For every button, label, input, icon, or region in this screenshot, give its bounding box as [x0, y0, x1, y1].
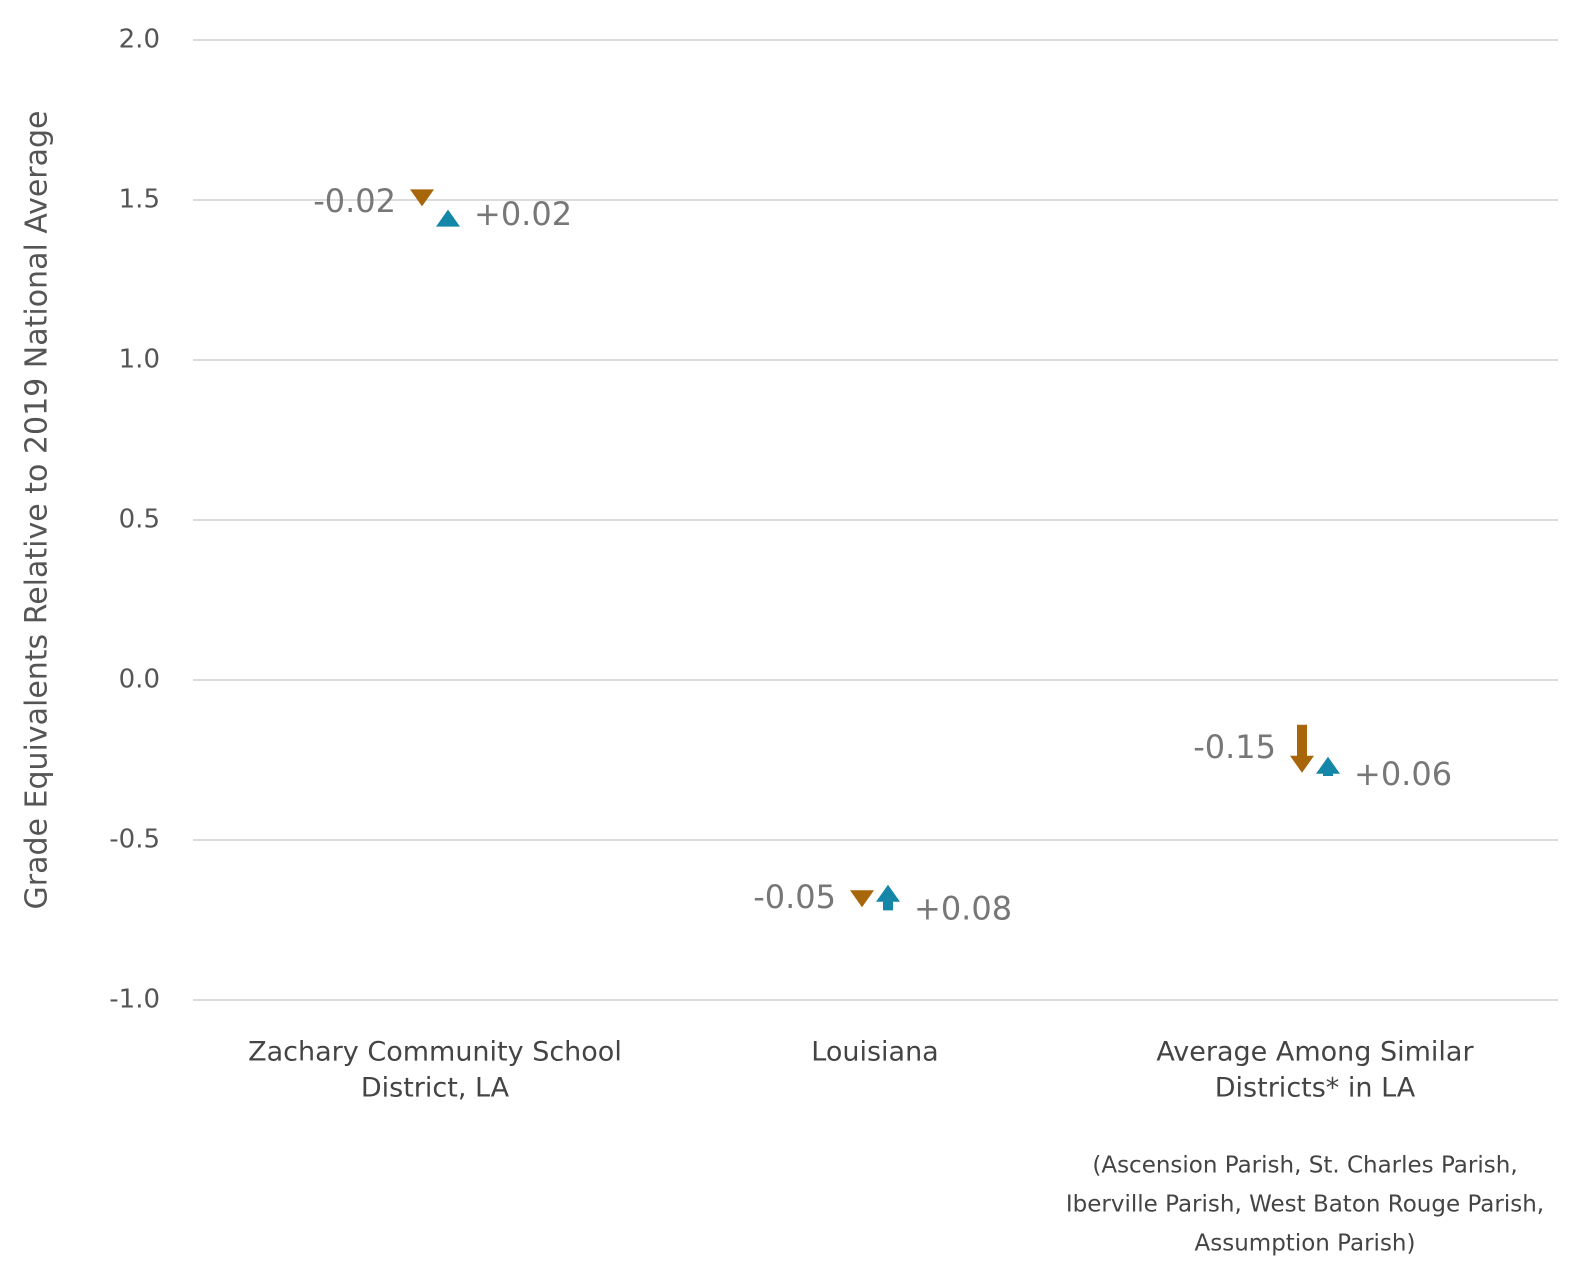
- value-label: -0.15: [1193, 728, 1276, 766]
- x-tick-label: Louisiana: [811, 1037, 938, 1068]
- arrow: [436, 209, 460, 227]
- arrow: [1316, 756, 1340, 776]
- y-tick-label: 1.5: [119, 185, 160, 215]
- value-label: -0.02: [313, 182, 396, 220]
- arrow: [1290, 724, 1314, 773]
- value-label: +0.02: [474, 195, 572, 233]
- x-tick-label: Average Among Similar: [1156, 1037, 1474, 1068]
- value-label: +0.06: [1354, 755, 1452, 793]
- arrow: [876, 884, 900, 911]
- footnote: Iberville Parish, West Baton Rouge Paris…: [1066, 1192, 1544, 1218]
- footnote: Assumption Parish): [1195, 1231, 1416, 1257]
- value-label: +0.08: [914, 889, 1012, 927]
- y-tick-label: 1.0: [119, 345, 160, 375]
- x-tick-label: District, LA: [361, 1073, 510, 1104]
- y-axis-title: Grade Equivalents Relative to 2019 Natio…: [20, 110, 55, 909]
- y-tick-label: 0.0: [119, 665, 160, 695]
- y-tick-label: -0.5: [109, 825, 160, 855]
- footnote: (Ascension Parish, St. Charles Parish,: [1092, 1153, 1517, 1179]
- y-tick-label: 2.0: [119, 25, 160, 55]
- arrow: [410, 189, 434, 207]
- arrow: [850, 890, 874, 908]
- value-label: -0.05: [753, 878, 836, 916]
- x-tick-label: Districts* in LA: [1215, 1073, 1416, 1104]
- x-tick-label: Zachary Community School: [248, 1037, 622, 1068]
- y-tick-label: -1.0: [109, 985, 160, 1015]
- y-tick-label: 0.5: [119, 505, 160, 535]
